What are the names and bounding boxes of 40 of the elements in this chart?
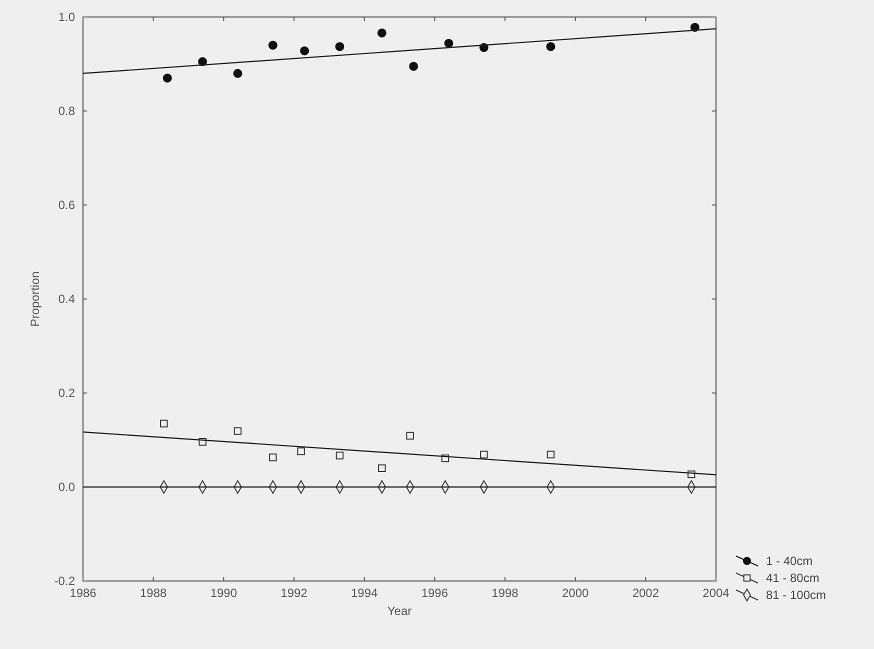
x-tick-label: 1994 [350,586,378,600]
y-tick-label: 0.0 [58,480,76,494]
x-tick-label: 1996 [421,586,448,600]
point [162,74,172,83]
x-axis-title: Year [387,604,412,618]
point [546,42,556,52]
point [234,427,242,435]
point [409,62,418,71]
point [297,447,305,456]
x-tick-label: 1992 [280,586,308,600]
point [233,68,242,78]
point [444,38,454,48]
y-tick-label: 0.4 [58,292,76,306]
y-tick-label: 1.0 [58,10,76,24]
point [269,454,277,462]
x-tick-label: 1988 [140,586,168,600]
x-tick-label: 2000 [562,586,590,600]
point [300,46,310,56]
point [377,28,386,38]
point [336,452,344,460]
x-tick-label: 1998 [492,586,519,600]
y-tick-label: 0.8 [58,104,76,118]
y-tick-label: 0.2 [58,386,76,400]
point [406,432,414,440]
point [335,42,344,52]
x-tick-label: 2004 [702,586,730,600]
legend-label: 41 - 80cm [766,571,820,586]
x-tick-label: 2002 [632,586,660,600]
point [268,40,278,50]
x-tick-label: 1986 [70,586,97,600]
y-tick-label: 0.6 [58,198,76,212]
y-tick-label: -0.2 [54,574,76,588]
legend-label: 81 - 100cm [766,588,826,602]
point [546,450,555,458]
point [480,450,488,458]
point [378,464,386,472]
y-axis-title: Proportion [28,271,42,327]
x-tick-label: 1990 [210,586,238,600]
point [160,420,168,428]
legend-label: 1 - 40cm [766,554,813,568]
